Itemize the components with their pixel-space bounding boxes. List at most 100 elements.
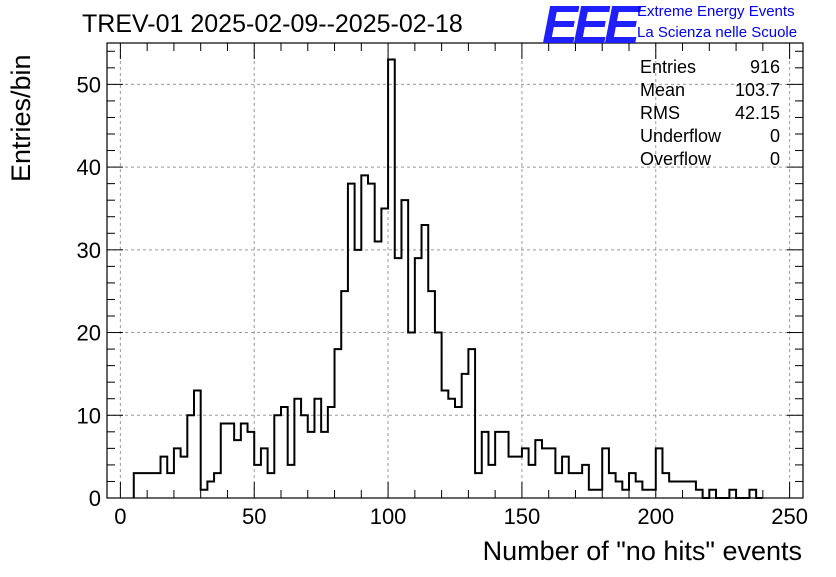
histogram-bin (241, 424, 248, 498)
y-tick-label: 30 (77, 238, 101, 263)
histogram-bin (435, 333, 442, 498)
histogram-bin (341, 291, 348, 498)
histogram-bin (274, 415, 281, 498)
histogram-bin (636, 481, 643, 498)
histogram-bin (234, 440, 241, 498)
histogram-bin (314, 399, 321, 498)
stats-value: 0 (769, 149, 780, 169)
histogram-bin (542, 448, 549, 498)
stats-label: Overflow (640, 149, 712, 169)
histogram-bin (596, 490, 603, 498)
histogram-bin (522, 448, 529, 498)
histogram-bin (582, 465, 589, 498)
histogram-bin (535, 440, 542, 498)
histogram-bin (428, 291, 435, 498)
y-axis-label: Entries/bin (6, 54, 36, 182)
histogram-bin (401, 200, 408, 498)
stats-label: Mean (640, 80, 686, 100)
histogram-bin (642, 490, 649, 498)
histogram-bin (181, 457, 188, 498)
histogram-bin (515, 457, 522, 498)
chart-title: TREV-01 2025-02-09--2025-02-18 (82, 10, 463, 38)
histogram-bin (375, 242, 382, 498)
histogram-bin (749, 490, 756, 498)
histogram-bin (422, 225, 429, 498)
histogram-bin (468, 349, 475, 498)
histogram-bin (227, 424, 234, 498)
histogram-bin (609, 473, 616, 498)
histogram-bin (589, 490, 596, 498)
histogram-bin (348, 184, 355, 498)
histogram-bin (462, 374, 469, 498)
stats-box: Entries 916 Mean 103.7 RMS 42.15 Underfl… (640, 56, 780, 171)
histogram-bin (676, 481, 683, 498)
histogram-bin (669, 481, 676, 498)
histogram-bin (502, 432, 509, 498)
histogram-bin (629, 473, 636, 498)
histogram-bin (622, 490, 629, 498)
y-tick-label: 10 (77, 403, 101, 428)
histogram-bin (575, 473, 582, 498)
histogram-bin (355, 250, 362, 498)
eee-logo: EEE (542, 0, 640, 55)
histogram-bin (248, 432, 255, 498)
logo-line-1: Extreme Energy Events (637, 3, 795, 20)
histogram-bin (221, 424, 228, 498)
y-tick-label: 0 (89, 486, 101, 511)
histogram-bin (201, 490, 208, 498)
x-tick-label: 250 (771, 504, 808, 529)
histogram-bin (294, 399, 301, 498)
histogram-bin (455, 407, 462, 498)
histogram-bin (696, 490, 703, 498)
histogram-bin (555, 473, 562, 498)
x-tick-label: 150 (504, 504, 541, 529)
histogram-bin (361, 175, 368, 498)
histogram-bin (214, 473, 221, 498)
stats-value: 103.7 (734, 80, 780, 100)
plot-frame (106, 42, 804, 499)
histogram-bin (709, 490, 716, 498)
histogram-bin (261, 448, 268, 498)
histogram-bin (442, 390, 449, 498)
stats-value: 42.15 (734, 103, 780, 123)
histogram-bin (562, 457, 569, 498)
x-tick-label: 200 (637, 504, 674, 529)
histogram-bin (656, 448, 663, 498)
stats-row-entries: Entries 916 (640, 56, 780, 79)
histogram-bin (308, 432, 315, 498)
stats-row-overflow: Overflow 0 (640, 148, 780, 171)
histogram-bin (662, 473, 669, 498)
logo-line-2: La Scienza nelle Scuole (637, 24, 798, 41)
stats-row-underflow: Underflow 0 (640, 125, 780, 148)
y-tick-label: 50 (77, 72, 101, 97)
histogram-bin (328, 407, 335, 498)
x-tick-label: 50 (242, 504, 266, 529)
x-tick-label: 0 (114, 504, 126, 529)
histogram-bin (408, 333, 415, 498)
histogram-bin (602, 448, 609, 498)
histogram-bin (167, 473, 174, 498)
histogram-series (132, 58, 763, 499)
stats-value: 916 (749, 57, 780, 77)
histogram-bin (254, 465, 261, 498)
histogram-bin (529, 465, 536, 498)
y-tick-label: 40 (77, 155, 101, 180)
histogram-bin (689, 481, 696, 498)
histogram-bin (368, 184, 375, 498)
histogram-bin (288, 465, 295, 498)
histogram-bin (649, 490, 656, 498)
stats-label: Entries (640, 57, 697, 77)
histogram-bin (448, 399, 455, 498)
histogram-bin (207, 481, 214, 498)
histogram-bin (187, 415, 194, 498)
histogram-bin (154, 473, 161, 498)
x-axis-label: Number of "no hits" events (482, 536, 802, 566)
histogram-bin (495, 432, 502, 498)
stats-row-rms: RMS 42.15 (640, 102, 780, 125)
x-tick-label: 100 (370, 504, 407, 529)
histogram-bin (395, 258, 402, 498)
histogram-bin (388, 60, 395, 498)
histogram-bin (381, 208, 388, 498)
